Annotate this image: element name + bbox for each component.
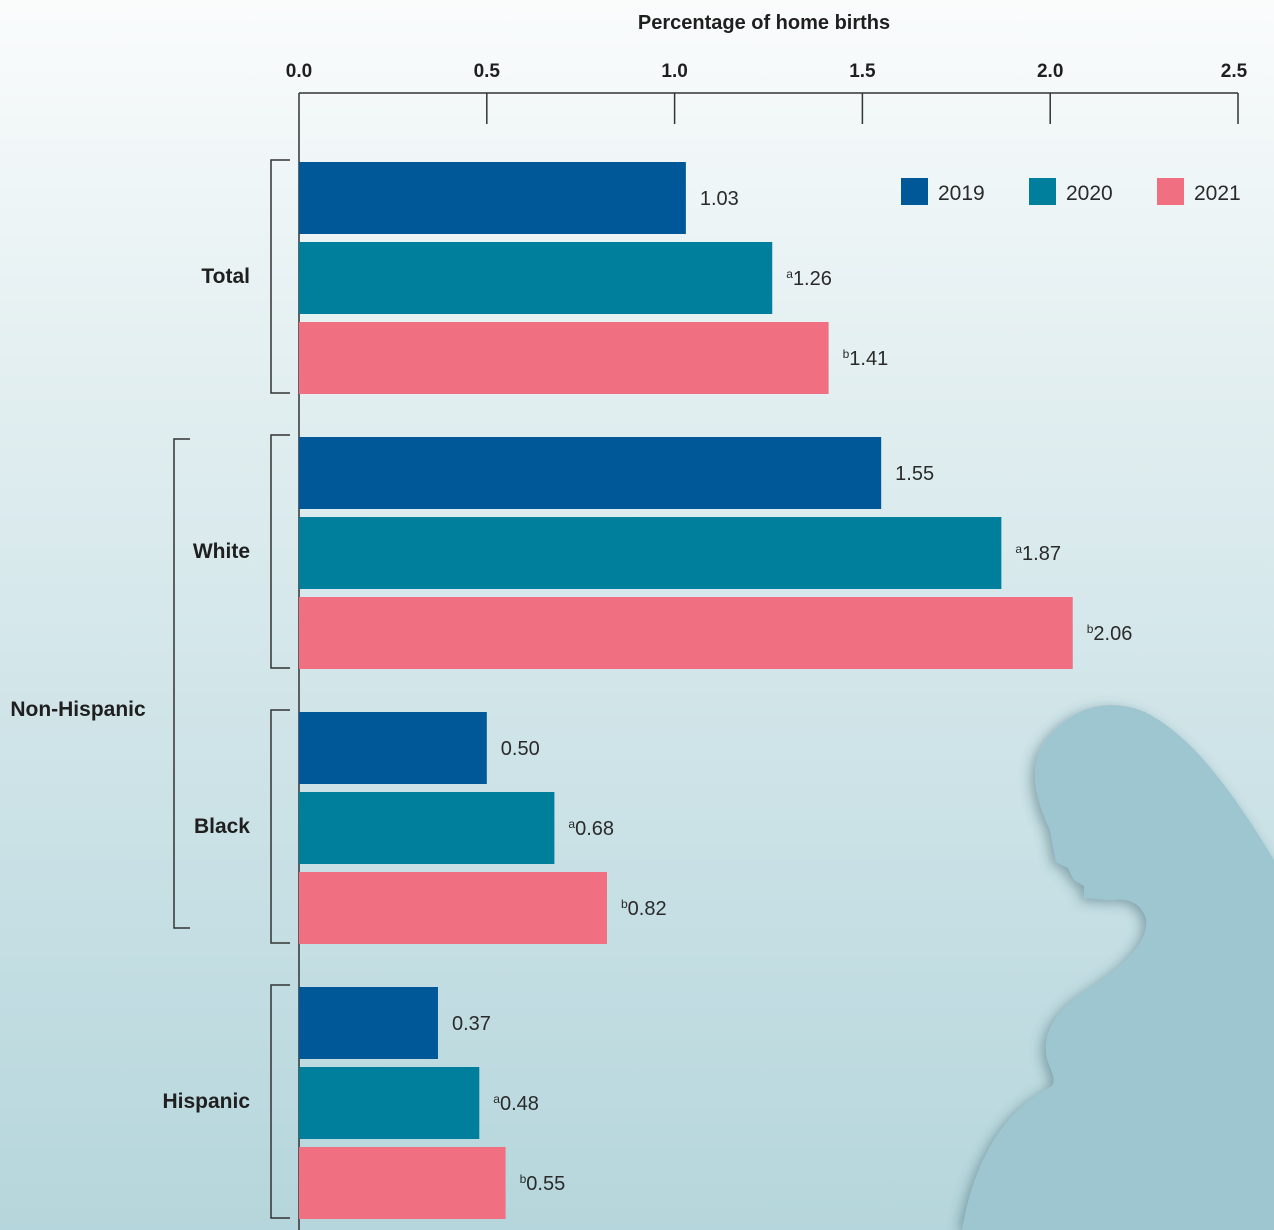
bar-total-2020 xyxy=(299,242,773,314)
category-bracket xyxy=(270,434,290,669)
group-label-non-hispanic: Non-Hispanic xyxy=(10,698,146,721)
x-tick-label: 0.5 xyxy=(474,61,501,82)
category-label-total: Total xyxy=(201,265,250,288)
x-axis-title: Percentage of home births xyxy=(638,12,890,34)
bar-white-2020 xyxy=(299,517,1002,589)
legend-label-2021: 2021 xyxy=(1194,182,1241,205)
bar-hispanic-2019 xyxy=(299,987,438,1059)
data-label: b2.06 xyxy=(1087,622,1133,645)
category-bracket xyxy=(270,709,290,944)
data-label: 1.03 xyxy=(700,188,739,210)
x-tick-label: 1.5 xyxy=(849,61,876,82)
bar-hispanic-2021 xyxy=(299,1147,506,1219)
non-hispanic-bracket xyxy=(173,438,190,929)
pregnant-woman-silhouette xyxy=(962,704,1274,1230)
legend-swatch-2020 xyxy=(1029,178,1056,205)
data-label: a0.68 xyxy=(568,817,614,840)
category-label-hispanic: Hispanic xyxy=(162,1090,250,1113)
data-label: 0.37 xyxy=(452,1013,491,1035)
bar-total-2019 xyxy=(299,162,686,234)
data-label: b0.82 xyxy=(621,897,667,920)
bar-hispanic-2020 xyxy=(299,1067,480,1139)
legend-label-2019: 2019 xyxy=(938,182,985,205)
bar-white-2019 xyxy=(299,437,882,509)
legend-label-2020: 2020 xyxy=(1066,182,1113,205)
category-label-white: White xyxy=(193,540,250,563)
legend-swatch-2021 xyxy=(1157,178,1184,205)
bar-black-2021 xyxy=(299,872,607,944)
category-label-black: Black xyxy=(194,815,250,838)
data-label: b0.55 xyxy=(520,1172,566,1195)
bar-total-2021 xyxy=(299,322,829,394)
data-label: a1.87 xyxy=(1015,542,1061,565)
data-label: b1.41 xyxy=(843,347,889,370)
x-tick-label: 2.5 xyxy=(1221,61,1248,82)
category-bracket xyxy=(270,984,290,1219)
data-label: a0.48 xyxy=(493,1092,539,1115)
data-label: a1.26 xyxy=(786,267,832,290)
x-tick-label: 0.0 xyxy=(286,61,312,82)
x-tick-label: 2.0 xyxy=(1037,61,1063,82)
x-tick-label: 1.0 xyxy=(661,61,687,82)
category-bracket xyxy=(270,159,290,394)
data-label: 1.55 xyxy=(895,463,934,485)
bar-white-2021 xyxy=(299,597,1073,669)
bar-black-2020 xyxy=(299,792,555,864)
legend-swatch-2019 xyxy=(901,178,928,205)
data-label: 0.50 xyxy=(501,738,540,760)
bar-black-2019 xyxy=(299,712,487,784)
